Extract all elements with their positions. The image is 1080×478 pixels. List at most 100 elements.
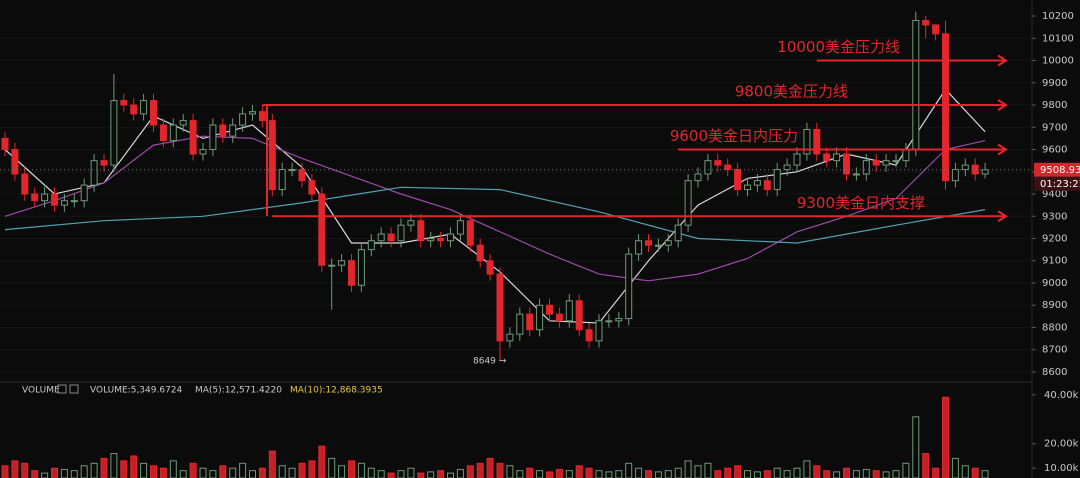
volume-bar: [625, 462, 633, 478]
volume-bar: [150, 465, 157, 478]
candle-body: [961, 164, 969, 171]
candle-body: [209, 124, 217, 151]
y-tick-label: 10000: [1042, 56, 1074, 67]
volume-bar: [615, 470, 623, 478]
volume-bar: [565, 470, 573, 478]
volume-bar: [892, 470, 900, 478]
y-tick-label: 8900: [1042, 300, 1067, 311]
candle-body: [803, 128, 811, 155]
volume-bar: [179, 470, 187, 478]
candle-body: [635, 240, 643, 255]
y-tick-label: 9200: [1042, 234, 1067, 245]
volume-value: VOLUME:5,349.6724: [90, 386, 183, 396]
volume-bar: [526, 467, 534, 478]
volume-bar: [833, 471, 841, 478]
volume-bar: [516, 470, 524, 478]
volume-bar: [773, 467, 781, 478]
candle-body: [684, 180, 692, 226]
volume-tick-label: 10.00k: [1044, 463, 1079, 474]
y-tick-label: 10100: [1042, 33, 1074, 44]
candle-body: [932, 24, 940, 35]
volume-bar: [645, 470, 652, 478]
candle-body: [1, 137, 9, 151]
volume-bar: [704, 462, 712, 478]
candle-body: [704, 160, 712, 175]
candle-body: [219, 124, 227, 137]
volume-bar: [932, 467, 940, 478]
candle-body: [199, 149, 207, 155]
candle-body: [734, 169, 742, 191]
candle-body: [80, 184, 88, 202]
annotation-arrow: [997, 210, 1008, 223]
candle-body: [773, 169, 781, 191]
volume-bar: [130, 455, 138, 478]
candle-body: [159, 124, 167, 142]
volume-bar: [902, 462, 910, 478]
volume-bar: [219, 465, 227, 478]
volume-bar: [813, 465, 821, 478]
candle-body: [466, 220, 474, 246]
candle-body: [258, 111, 266, 122]
volume-bar: [536, 470, 544, 478]
candle-body: [615, 318, 623, 322]
volume-bar: [486, 457, 494, 478]
volume-bar: [635, 467, 643, 478]
candle-body: [278, 169, 286, 191]
volume-bar: [159, 467, 167, 478]
candle-body: [585, 329, 593, 342]
volume-bar: [298, 462, 306, 478]
candle-body: [951, 169, 959, 182]
volume-bar: [595, 470, 603, 478]
volume-bar: [823, 470, 831, 478]
volume-bar: [654, 471, 662, 478]
volume-bar: [209, 470, 217, 478]
candle-body: [981, 169, 989, 175]
candle-body: [942, 33, 949, 182]
candle-body: [268, 120, 276, 191]
volume-bar: [744, 470, 751, 478]
candle-body: [922, 19, 930, 26]
y-tick-label: 9400: [1042, 189, 1067, 200]
candle-body: [912, 19, 920, 151]
volume-bar: [585, 467, 593, 478]
volume-bar: [100, 457, 108, 478]
y-tick-label: 9600: [1042, 145, 1067, 156]
candle-body: [120, 100, 128, 106]
volume-bar: [942, 396, 949, 478]
candle-body: [714, 160, 722, 166]
candle-body: [100, 160, 108, 166]
candle-body: [427, 238, 435, 242]
candle-body: [526, 313, 534, 331]
y-tick-label: 8800: [1042, 322, 1067, 333]
annotation-label: 9800美金压力线: [735, 83, 848, 101]
volume-bar: [546, 471, 553, 478]
candle-body: [447, 233, 454, 242]
volume-bar: [90, 462, 98, 478]
y-tick-label: 9100: [1042, 256, 1067, 267]
last-price-box: [1034, 162, 1080, 177]
last-price-label: 9508.93: [1040, 165, 1080, 176]
candle-body: [189, 120, 197, 155]
volume-bar: [377, 470, 385, 478]
moving-average: [4, 186, 986, 244]
candle-body: [694, 173, 702, 182]
candle-body: [387, 233, 395, 242]
candle-body: [882, 160, 890, 166]
volume-bar: [318, 445, 326, 478]
candle-body: [843, 153, 850, 175]
candle-body: [318, 193, 326, 266]
y-tick-label: 8600: [1042, 367, 1067, 378]
candle-body: [41, 193, 49, 202]
candle-body: [110, 100, 118, 166]
volume-bar: [981, 470, 989, 478]
y-tick-label: 10200: [1042, 11, 1074, 22]
candle-body: [140, 100, 148, 115]
candle-body: [11, 149, 19, 175]
y-tick-label: 9900: [1042, 78, 1067, 89]
candle-body: [239, 113, 247, 126]
volume-ma5: MA(5):12,571.4220: [195, 386, 282, 396]
candle-body: [476, 244, 484, 262]
volume-bar: [793, 467, 801, 478]
volume-bar: [753, 471, 761, 478]
candle-body: [862, 160, 870, 175]
